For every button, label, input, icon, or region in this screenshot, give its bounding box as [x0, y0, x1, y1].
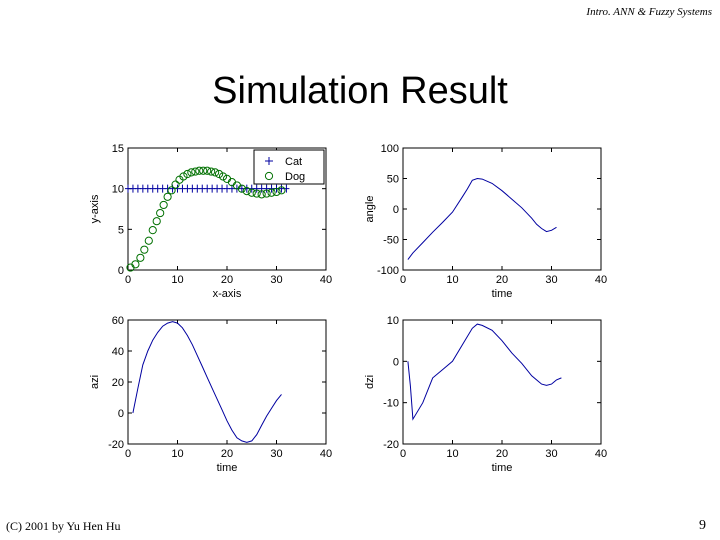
chart-2: 0 10 20 30 40 -100 -50 0 50 100 time angle [364, 143, 607, 300]
y-tick-label: 0 [118, 408, 124, 420]
y-tick-label: 0 [393, 204, 399, 216]
series-line [407, 323, 562, 421]
y-tick-label: 0 [393, 356, 399, 368]
dog-point [252, 189, 261, 198]
dog-point [183, 169, 192, 179]
dog-point [167, 186, 176, 195]
dog-point [152, 217, 161, 226]
dog-point [163, 192, 172, 201]
dog-point [242, 187, 251, 196]
legend-cat-marker [265, 157, 273, 165]
dog-point [237, 184, 246, 193]
dog-point [148, 226, 157, 235]
dog-point [267, 188, 276, 197]
y-axis-label: angle [364, 196, 376, 223]
y-tick-label: 60 [112, 315, 124, 327]
x-tick-label: 0 [125, 274, 131, 286]
legend-dog-marker [264, 171, 274, 181]
x-tick-label: 0 [400, 274, 406, 286]
dog-point [214, 169, 224, 179]
x-tick-label: 40 [595, 274, 607, 286]
plot-frame [127, 319, 327, 445]
y-axis-label: y-axis [89, 194, 101, 223]
copyright-footer: (C) 2001 by Yu Hen Hu [6, 519, 121, 533]
dog-point [272, 187, 281, 197]
x-tick-label: 0 [125, 448, 131, 460]
x-axis-label: time [492, 462, 513, 474]
x-tick-label: 20 [496, 448, 508, 460]
dog-point [156, 208, 165, 218]
dog-point [218, 172, 228, 181]
chart-1: 0 10 20 30 40 0 5 10 15 x-axis y-axis Cat Dog [89, 143, 332, 300]
dog-point [203, 166, 212, 175]
x-axis-label: time [217, 462, 238, 474]
x-tick-label: 0 [400, 448, 406, 460]
x-tick-label: 20 [496, 274, 508, 286]
x-tick-label: 30 [270, 274, 282, 286]
legend-dog-label: Dog [285, 171, 305, 183]
dog-point [187, 168, 196, 177]
dog-point [140, 245, 149, 254]
dog-point [211, 168, 220, 177]
page-number: 9 [699, 518, 706, 533]
y-tick-label: 10 [387, 315, 399, 327]
dog-point [131, 260, 140, 269]
y-tick-label: -20 [108, 439, 124, 451]
dog-point [136, 253, 145, 262]
y-axis-label: azi [89, 375, 101, 389]
y-tick-label: 100 [381, 143, 399, 155]
y-tick-label: -100 [377, 265, 399, 277]
dog-point [207, 167, 216, 176]
x-tick-label: 30 [545, 274, 557, 286]
dog-point [195, 166, 204, 175]
x-axis-label: time [492, 288, 513, 300]
y-tick-label: 50 [387, 174, 399, 186]
dog-point [277, 186, 286, 195]
x-tick-label: 10 [446, 274, 458, 286]
dog-point [159, 200, 168, 210]
x-axis-label: x-axis [213, 288, 242, 300]
y-tick-label: 5 [118, 224, 124, 236]
x-tick-label: 40 [595, 448, 607, 460]
x-tick-label: 30 [545, 448, 557, 460]
series-line [407, 177, 557, 260]
legend-cat-label: Cat [285, 156, 302, 168]
series-line [132, 321, 282, 443]
x-tick-label: 10 [446, 448, 458, 460]
dog-point [262, 189, 271, 198]
plot-frame [402, 319, 602, 445]
x-tick-label: 10 [171, 448, 183, 460]
dog-point [171, 180, 180, 189]
slide-title: Simulation Result [212, 70, 508, 112]
dog-point [199, 166, 208, 175]
y-tick-label: 10 [112, 184, 124, 196]
x-tick-label: 30 [270, 448, 282, 460]
legend: Cat Dog [253, 149, 325, 185]
y-tick-label: 40 [112, 346, 124, 358]
y-tick-label: -20 [383, 439, 399, 451]
dog-point [144, 236, 153, 245]
dog-point [191, 167, 200, 176]
y-tick-label: 15 [112, 143, 124, 155]
x-tick-label: 40 [320, 274, 332, 286]
x-tick-label: 10 [171, 274, 183, 286]
dog-point [247, 188, 256, 197]
y-tick-label: 0 [118, 265, 124, 277]
x-tick-label: 20 [221, 274, 233, 286]
dog-point [257, 190, 266, 199]
dog-point [179, 172, 188, 181]
y-tick-label: -50 [383, 235, 399, 247]
plot-frame [402, 147, 602, 271]
y-axis-label: dzi [364, 375, 376, 389]
chart-4: 0 10 20 30 40 -20 -10 0 10 time dzi [364, 315, 607, 474]
y-tick-label: 20 [112, 377, 124, 389]
y-tick-label: -10 [383, 398, 399, 410]
x-tick-label: 40 [320, 448, 332, 460]
x-tick-label: 20 [221, 448, 233, 460]
slide-header: Intro. ANN & Fuzzy Systems [586, 6, 712, 18]
